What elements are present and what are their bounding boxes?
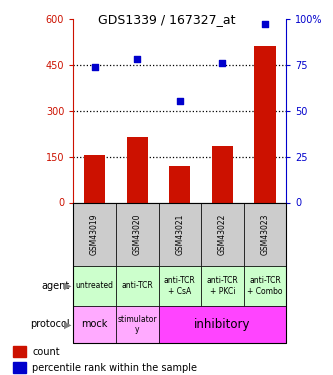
Text: GSM43023: GSM43023	[260, 214, 270, 255]
Point	[92, 63, 97, 69]
Bar	[116, 202, 159, 266]
Point	[177, 99, 182, 105]
Text: anti-TCR
+ PKCi: anti-TCR + PKCi	[206, 276, 238, 296]
Text: mock: mock	[81, 320, 108, 329]
Bar	[13, 346, 26, 357]
Text: GSM43022: GSM43022	[218, 214, 227, 255]
Bar	[84, 155, 105, 203]
Bar	[127, 136, 148, 202]
Text: ▶: ▶	[64, 281, 72, 291]
Text: count: count	[32, 347, 60, 357]
Bar	[159, 306, 286, 343]
Point	[262, 21, 268, 27]
Bar	[201, 266, 244, 306]
Text: agent: agent	[42, 281, 70, 291]
Bar	[201, 202, 244, 266]
Point	[135, 56, 140, 62]
Text: ▶: ▶	[64, 320, 72, 329]
Bar	[159, 202, 201, 266]
Bar	[116, 306, 159, 343]
Bar	[244, 266, 286, 306]
Text: untreated: untreated	[76, 281, 114, 290]
Text: GSM43020: GSM43020	[133, 214, 142, 255]
Text: GDS1339 / 167327_at: GDS1339 / 167327_at	[98, 13, 235, 26]
Bar	[73, 306, 116, 343]
Text: protocol: protocol	[30, 320, 70, 329]
Bar	[169, 166, 190, 202]
Text: anti-TCR
+ Combo: anti-TCR + Combo	[247, 276, 283, 296]
Text: GSM43019: GSM43019	[90, 214, 99, 255]
Bar	[116, 266, 159, 306]
Text: percentile rank within the sample: percentile rank within the sample	[32, 363, 197, 373]
Text: GSM43021: GSM43021	[175, 214, 184, 255]
Point	[220, 60, 225, 66]
Bar	[254, 46, 276, 202]
Bar	[159, 266, 201, 306]
Bar	[73, 266, 116, 306]
Bar	[244, 202, 286, 266]
Text: anti-TCR
+ CsA: anti-TCR + CsA	[164, 276, 196, 296]
Bar	[73, 202, 116, 266]
Bar	[13, 362, 26, 374]
Bar	[212, 146, 233, 202]
Text: anti-TCR: anti-TCR	[121, 281, 153, 290]
Text: stimulator
y: stimulator y	[118, 315, 157, 334]
Text: inhibitory: inhibitory	[194, 318, 251, 331]
